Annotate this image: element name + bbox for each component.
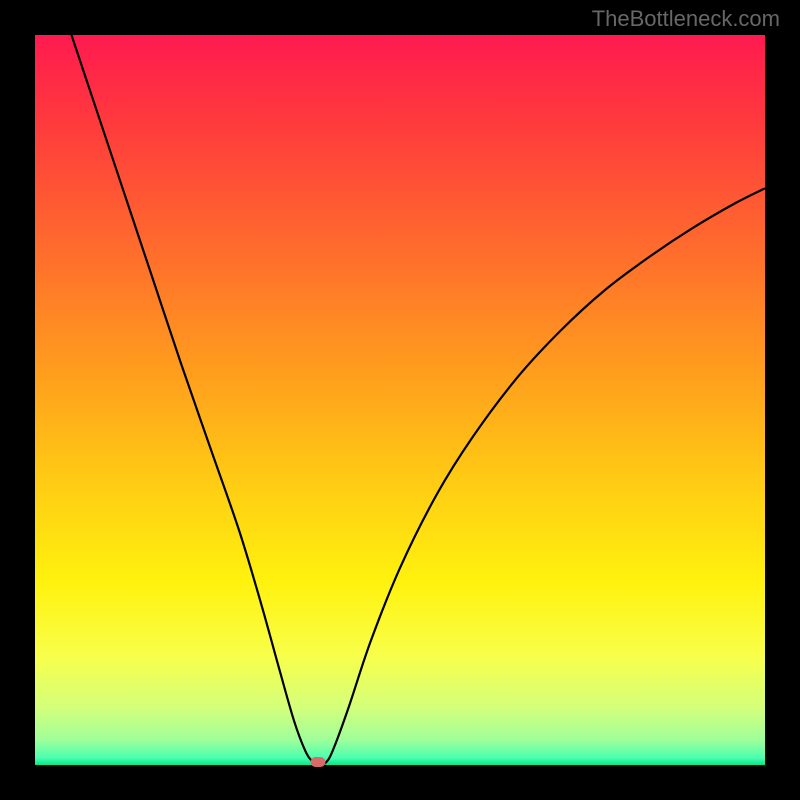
chart-plot-area — [35, 35, 765, 765]
watermark-text: TheBottleneck.com — [592, 6, 780, 32]
bottleneck-curve — [35, 35, 765, 765]
minimum-marker — [311, 757, 326, 767]
